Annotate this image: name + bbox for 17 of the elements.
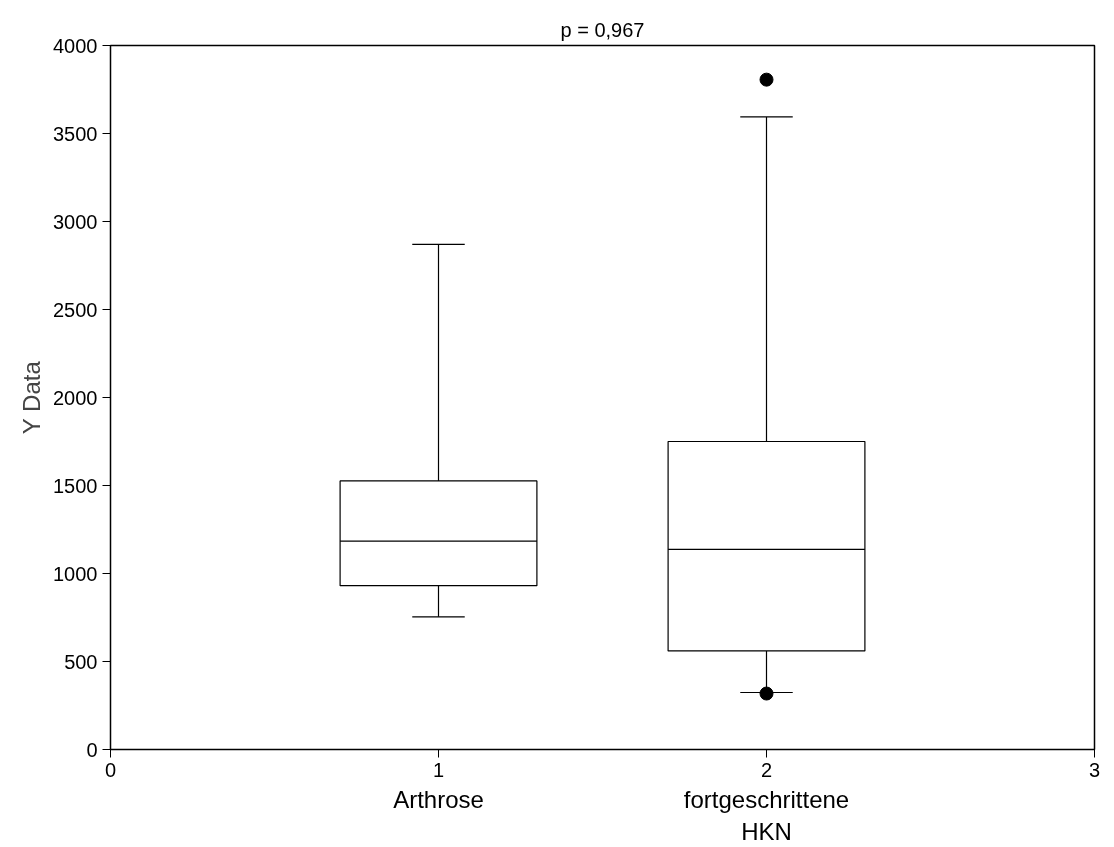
- y-tick-label: 500: [64, 650, 98, 673]
- y-tick-label: 1500: [53, 474, 98, 497]
- text: p = 0,967: [560, 18, 645, 41]
- y-tick-label: 3500: [53, 122, 98, 145]
- y-tick-label: 1000: [53, 562, 98, 585]
- x2-tick-label: 2: [760, 758, 773, 781]
- y-tick-label: 2000: [53, 386, 98, 409]
- x-tick-label: fortgeschrittene HKN: [683, 785, 850, 845]
- x2-tick-label: 0: [104, 758, 117, 781]
- y-tick-label: 2500: [53, 298, 98, 321]
- y-tick-label: 0: [86, 738, 98, 761]
- x2-tick-label: 1: [432, 758, 445, 781]
- x-tick-label: Arthrose: [393, 785, 484, 813]
- x2-tick-label: 3: [1088, 758, 1101, 781]
- y-axis-title: Y Data: [18, 360, 46, 435]
- y-tick-label: 3000: [53, 210, 98, 233]
- y-tick-label: 4000: [53, 34, 98, 57]
